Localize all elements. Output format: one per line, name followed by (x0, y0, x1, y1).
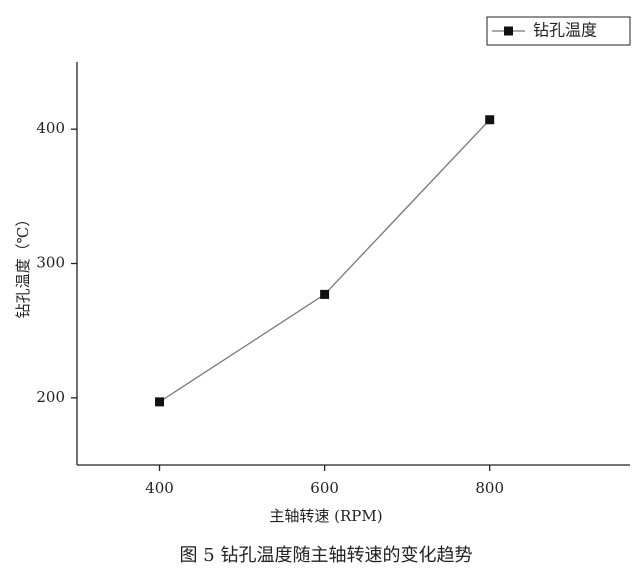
marker (320, 289, 330, 299)
caption: 图 5 钻孔温度随主轴转速的变化趋势 (180, 545, 473, 566)
x-axis-label: 主轴转速 (RPM) (269, 507, 382, 525)
marker (485, 115, 495, 125)
y-tick-label: 400 (36, 119, 65, 137)
x-tick-label: 800 (475, 479, 504, 497)
series-line (159, 119, 491, 403)
y-tick-label: 300 (36, 254, 65, 272)
x-tick-label: 600 (310, 479, 339, 497)
marker (155, 397, 165, 407)
y-tick-label: 200 (36, 388, 65, 406)
legend-label: 钻孔温度 (533, 21, 597, 40)
legend-marker (504, 26, 513, 36)
x-tick-label: 400 (145, 479, 174, 497)
y-axis-label: 钻孔温度（℃） (14, 212, 32, 319)
